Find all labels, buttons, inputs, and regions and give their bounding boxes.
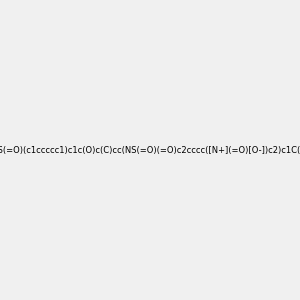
Text: O=S(=O)(c1ccccc1)c1c(O)c(C)cc(NS(=O)(=O)c2cccc([N+](=O)[O-])c2)c1C(C)C: O=S(=O)(c1ccccc1)c1c(O)c(C)cc(NS(=O)(=O)… [0,146,300,154]
